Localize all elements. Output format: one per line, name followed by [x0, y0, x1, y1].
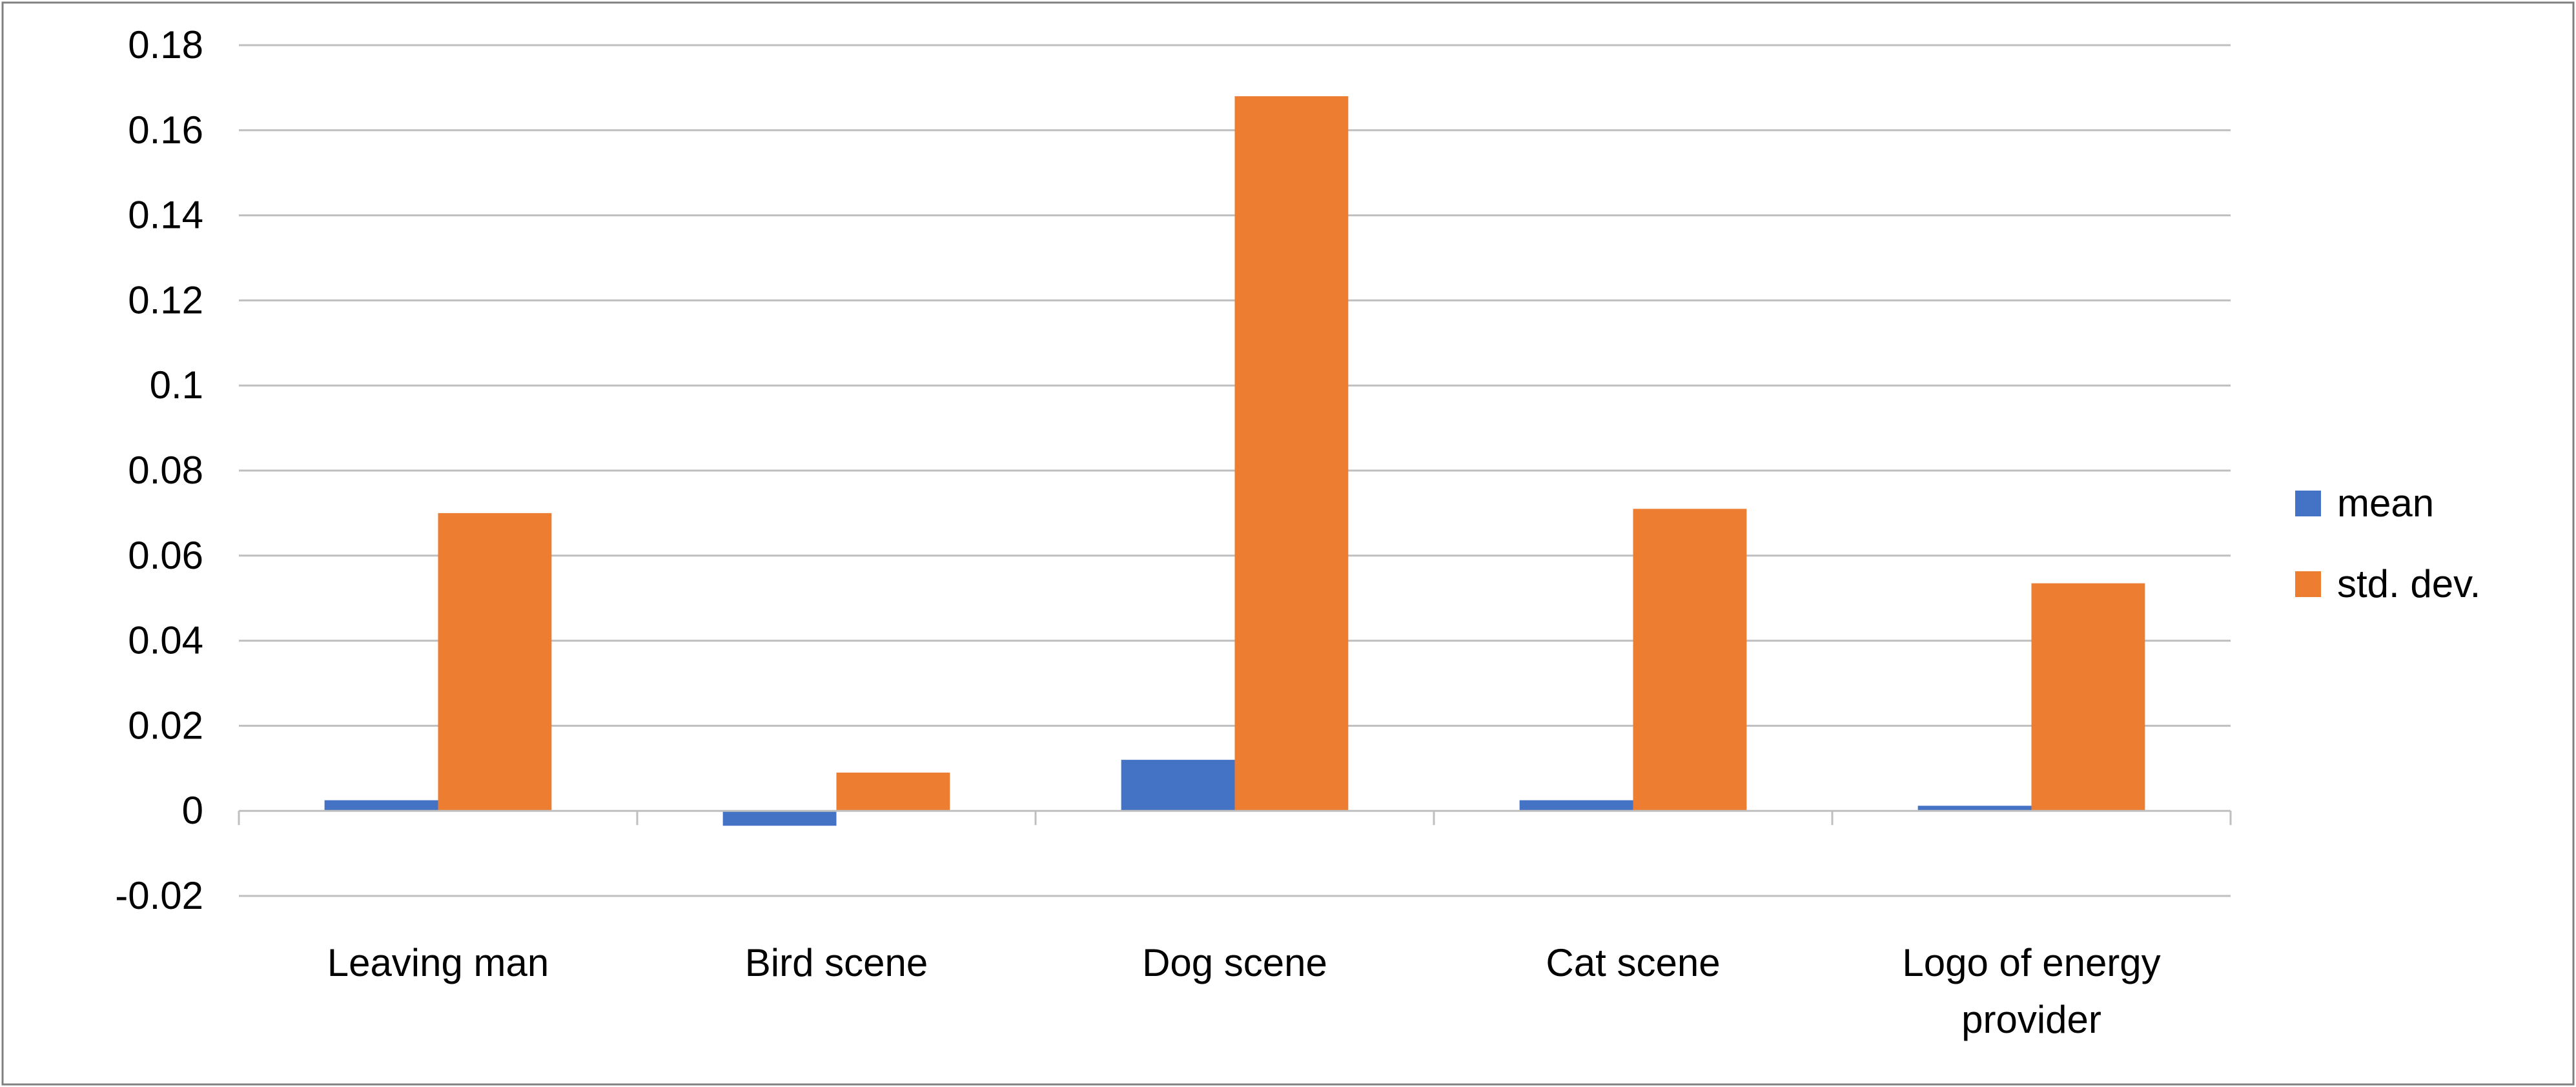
x-category-label-line: provider — [1961, 998, 2101, 1041]
x-category-label: Dog scene — [1142, 941, 1327, 984]
x-category-label-line: Logo of energy — [1902, 941, 2160, 984]
legend-label-mean: mean — [2337, 482, 2434, 525]
x-category-label-line: Dog scene — [1142, 941, 1327, 984]
y-tick-label: 0.16 — [128, 108, 203, 152]
x-category-label-line: Cat scene — [1546, 941, 1720, 984]
bar-std-dev — [1633, 509, 1747, 811]
y-tick-label: -0.02 — [115, 874, 203, 917]
bar-std-dev — [438, 513, 552, 811]
bar-mean — [1519, 800, 1633, 811]
x-category-label-line: Leaving man — [327, 941, 549, 984]
bar-mean — [1121, 760, 1235, 811]
y-tick-label: 0.14 — [128, 194, 203, 237]
y-tick-label: 0.06 — [128, 534, 203, 577]
bar-mean — [722, 811, 837, 826]
y-tick-label: 0.04 — [128, 619, 203, 662]
bar-std-dev — [2031, 583, 2145, 811]
bar-std-dev — [836, 772, 950, 811]
x-category-label: Bird scene — [745, 941, 928, 984]
y-axis-tick-labels: 0.18 0.16 0.14 0.12 0.1 0.08 0.06 0.04 0.02 0 -0.0… — [115, 23, 203, 917]
legend-label-std-dev: std. dev. — [2337, 562, 2480, 605]
legend: mean std. dev. — [2295, 482, 2480, 605]
y-tick-label: 0.08 — [128, 449, 203, 492]
y-tick-label: 0.02 — [128, 704, 203, 747]
y-tick-label: 0.1 — [150, 363, 203, 407]
bars — [324, 96, 2145, 826]
x-category-label: Logo of energy provider — [1902, 941, 2160, 1041]
y-tick-label: 0.12 — [128, 278, 203, 321]
x-category-label: Cat scene — [1546, 941, 1720, 984]
bar-mean — [324, 800, 438, 811]
x-axis — [238, 809, 2232, 826]
y-tick-label: 0 — [182, 789, 203, 832]
legend-swatch-mean — [2295, 491, 2321, 516]
x-category-label: Leaving man — [327, 941, 549, 984]
y-tick-label: 0.18 — [128, 23, 203, 66]
x-category-label-line: Bird scene — [745, 941, 928, 984]
legend-swatch-std-dev — [2295, 571, 2321, 597]
bar-mean — [1917, 806, 2032, 811]
x-axis-category-labels: Leaving man Bird scene Dog scene Cat scene L… — [327, 941, 2161, 1041]
bar-std-dev — [1234, 96, 1349, 811]
